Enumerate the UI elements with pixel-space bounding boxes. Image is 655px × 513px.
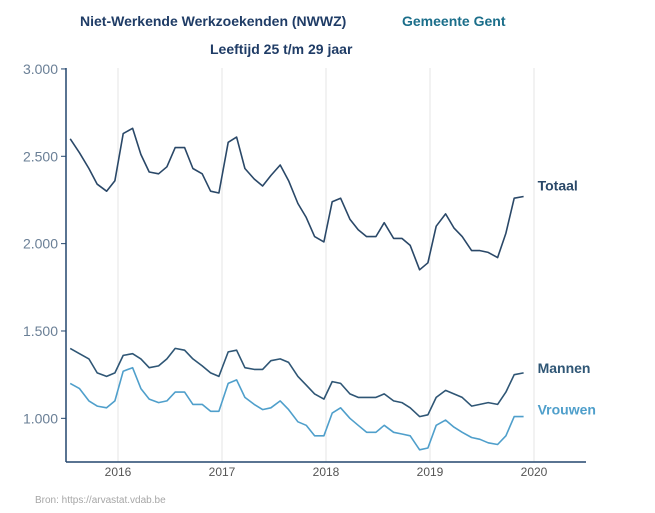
- y-tick-label: 2.500: [23, 148, 58, 164]
- series-label-totaal: Totaal: [538, 177, 578, 193]
- series-label-mannen: Mannen: [538, 360, 591, 376]
- x-tick-label: 2019: [417, 465, 444, 479]
- y-tick-label: 3.000: [23, 61, 58, 77]
- series-label-vrouwen: Vrouwen: [538, 402, 596, 418]
- y-tick-label: 1.000: [23, 410, 58, 426]
- y-tick-label: 2.000: [23, 236, 58, 252]
- source-note: Bron: https://arvastat.vdab.be: [35, 495, 166, 506]
- x-tick-label: 2020: [521, 465, 548, 479]
- x-tick-label: 2018: [313, 465, 340, 479]
- x-tick-label: 2016: [105, 465, 132, 479]
- series-line-vrouwen: [70, 368, 523, 450]
- series-line-totaal: [70, 128, 523, 269]
- x-tick-label: 2017: [209, 465, 236, 479]
- line-chart: 1.000 1.500 2.000 2.500 3.000 2016 2017 2018 201…: [0, 0, 655, 513]
- y-tick-label: 1.500: [23, 323, 58, 339]
